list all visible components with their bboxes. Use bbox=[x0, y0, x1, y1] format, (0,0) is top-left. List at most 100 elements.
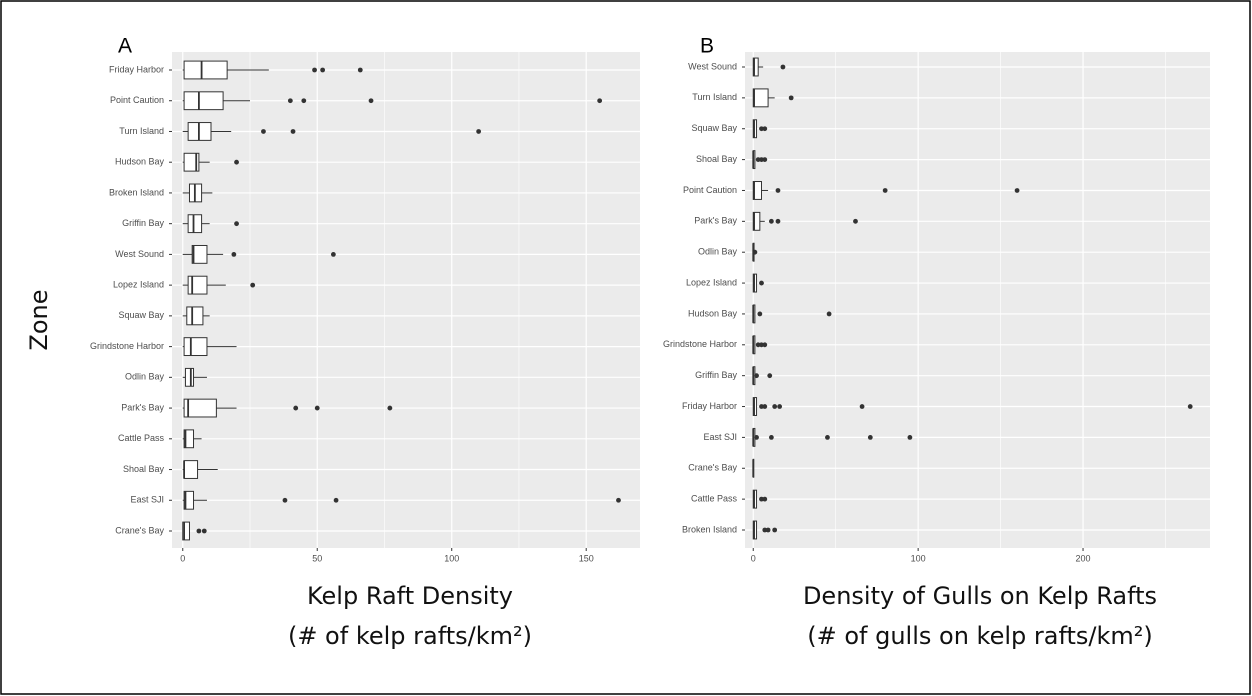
panel-label: B bbox=[700, 35, 714, 58]
box bbox=[187, 214, 203, 234]
outlier bbox=[826, 311, 832, 317]
x-tick-label: 0 bbox=[751, 553, 756, 563]
y-axis-title: Zone bbox=[25, 289, 53, 350]
box bbox=[183, 460, 199, 479]
outlier bbox=[759, 280, 764, 286]
outlier bbox=[387, 405, 393, 411]
outlier bbox=[282, 497, 288, 503]
y-tick-label: West Sound bbox=[688, 61, 737, 71]
y-tick-label: Crane's Bay bbox=[688, 463, 737, 473]
outlier bbox=[312, 67, 317, 73]
box bbox=[183, 490, 195, 510]
y-tick-label: Griffin Bay bbox=[695, 370, 737, 380]
outlier bbox=[762, 527, 768, 533]
y-tick-label: Griffin Bay bbox=[122, 218, 164, 228]
outlier bbox=[754, 435, 759, 440]
outlier bbox=[768, 435, 774, 440]
box bbox=[183, 60, 228, 80]
outlier bbox=[231, 252, 237, 257]
x-tick-label: 0 bbox=[180, 553, 185, 563]
y-tick-label: Park's Bay bbox=[694, 216, 737, 226]
y-tick-label: Cattle Pass bbox=[118, 433, 165, 443]
y-tick-label: Crane's Bay bbox=[115, 525, 164, 535]
outlier bbox=[768, 218, 774, 224]
y-tick-label: Lopez Island bbox=[686, 277, 737, 287]
outlier bbox=[759, 342, 764, 348]
y-tick-label: Point Caution bbox=[110, 95, 164, 105]
box bbox=[191, 244, 208, 264]
panel-label: A bbox=[118, 35, 132, 58]
outlier bbox=[853, 218, 858, 224]
y-tick-label: Odlin Bay bbox=[125, 372, 165, 382]
outlier bbox=[765, 527, 771, 533]
outlier bbox=[907, 435, 913, 440]
outlier bbox=[234, 159, 239, 165]
y-tick-label: Point Caution bbox=[683, 185, 737, 195]
outlier bbox=[357, 67, 363, 73]
x-tick-label: 200 bbox=[1076, 553, 1091, 563]
plot-background bbox=[172, 52, 640, 548]
outlier bbox=[867, 435, 873, 440]
outlier bbox=[759, 157, 764, 163]
box bbox=[183, 429, 195, 449]
outlier bbox=[368, 98, 374, 104]
outlier bbox=[777, 404, 783, 409]
outlier bbox=[754, 373, 759, 379]
x-axis-title: Kelp Raft Density bbox=[307, 582, 513, 610]
outlier bbox=[788, 95, 794, 101]
x-tick-label: 50 bbox=[312, 553, 322, 563]
box bbox=[186, 306, 204, 326]
x-axis-title: Density of Gulls on Kelp Rafts bbox=[803, 582, 1157, 610]
outlier bbox=[330, 252, 336, 257]
y-tick-label: Grindstone Harbor bbox=[90, 341, 164, 351]
y-tick-label: Squaw Bay bbox=[691, 123, 737, 133]
outlier bbox=[762, 126, 768, 132]
outlier bbox=[759, 404, 764, 409]
outlier bbox=[201, 528, 207, 534]
y-tick-label: Hudson Bay bbox=[115, 157, 165, 167]
outlier bbox=[290, 129, 296, 134]
outlier bbox=[775, 188, 781, 193]
y-tick-label: Turn Island bbox=[119, 126, 164, 136]
outlier bbox=[1187, 404, 1193, 409]
outlier bbox=[616, 497, 621, 503]
y-tick-label: Odlin Bay bbox=[698, 247, 738, 257]
y-tick-label: Lopez Island bbox=[113, 280, 164, 290]
outlier bbox=[301, 98, 307, 104]
outlier bbox=[755, 157, 761, 163]
y-tick-label: East SJI bbox=[130, 495, 164, 505]
box bbox=[187, 275, 208, 295]
box bbox=[182, 521, 190, 541]
x-tick-label: 100 bbox=[444, 553, 459, 563]
outlier bbox=[757, 311, 763, 317]
plot-background bbox=[745, 52, 1210, 548]
outlier bbox=[767, 373, 773, 379]
outlier bbox=[476, 129, 482, 134]
y-tick-label: Squaw Bay bbox=[118, 310, 164, 320]
outlier bbox=[780, 64, 786, 70]
y-tick-label: Park's Bay bbox=[121, 402, 164, 412]
outlier bbox=[234, 221, 239, 227]
y-tick-label: Friday Harbor bbox=[109, 64, 164, 74]
y-tick-label: Grindstone Harbor bbox=[663, 339, 737, 349]
outlier bbox=[882, 188, 888, 193]
y-tick-label: Hudson Bay bbox=[688, 308, 738, 318]
outlier bbox=[333, 497, 339, 503]
outlier bbox=[762, 342, 768, 348]
y-tick-label: Shoal Bay bbox=[696, 154, 738, 164]
outlier bbox=[759, 496, 764, 502]
x-axis-title: (# of gulls on kelp rafts/km²) bbox=[807, 622, 1153, 650]
y-tick-label: Turn Island bbox=[692, 92, 737, 102]
outlier bbox=[772, 527, 778, 533]
y-tick-label: Broken Island bbox=[682, 524, 737, 534]
y-tick-label: Cattle Pass bbox=[691, 494, 738, 504]
outlier bbox=[320, 67, 326, 73]
outlier bbox=[1014, 188, 1020, 193]
y-tick-label: West Sound bbox=[115, 249, 164, 259]
outlier bbox=[293, 405, 299, 411]
box bbox=[184, 367, 195, 387]
outlier bbox=[196, 528, 202, 534]
box bbox=[183, 398, 217, 418]
outlier bbox=[597, 98, 603, 104]
